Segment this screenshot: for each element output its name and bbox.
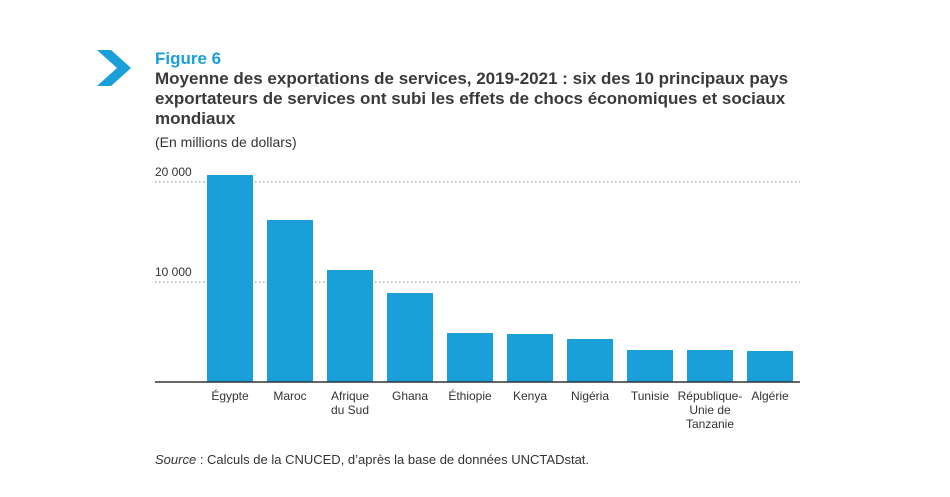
category-label: Afrique du Sud xyxy=(331,389,369,417)
bar xyxy=(447,333,493,382)
category-label: Égypte xyxy=(211,388,249,403)
bar xyxy=(507,334,553,382)
bar xyxy=(747,351,793,382)
bar xyxy=(387,293,433,382)
bar xyxy=(567,339,613,382)
y-tick-label: 10 000 xyxy=(155,265,192,279)
category-label: Algérie xyxy=(751,389,789,403)
category-label: Maroc xyxy=(273,389,306,403)
bar xyxy=(687,350,733,382)
bar xyxy=(327,270,373,382)
bar xyxy=(627,350,673,382)
chart-subtitle: (En millions de dollars) xyxy=(155,134,297,150)
category-label: Ghana xyxy=(392,389,428,403)
source-prefix: Source xyxy=(155,452,197,467)
source-note: Source : Calculs de la CNUCED, d’après l… xyxy=(155,452,589,467)
chart-title: Moyenne des exportations de services, 20… xyxy=(155,69,789,128)
category-label: Éthiopie xyxy=(448,388,492,403)
bar xyxy=(207,175,253,382)
source-text: : Calculs de la CNUCED, d’après la base … xyxy=(196,452,590,467)
category-label: Tunisie xyxy=(631,389,670,403)
y-tick-label: 20 000 xyxy=(155,165,192,179)
figure-label: Figure 6 xyxy=(155,49,222,68)
bar xyxy=(267,220,313,382)
chevron-right-icon xyxy=(97,50,131,86)
category-label: République-Unie de Tanzanie xyxy=(678,389,743,431)
category-label: Kenya xyxy=(513,389,547,403)
category-label: Nigéria xyxy=(571,389,609,403)
